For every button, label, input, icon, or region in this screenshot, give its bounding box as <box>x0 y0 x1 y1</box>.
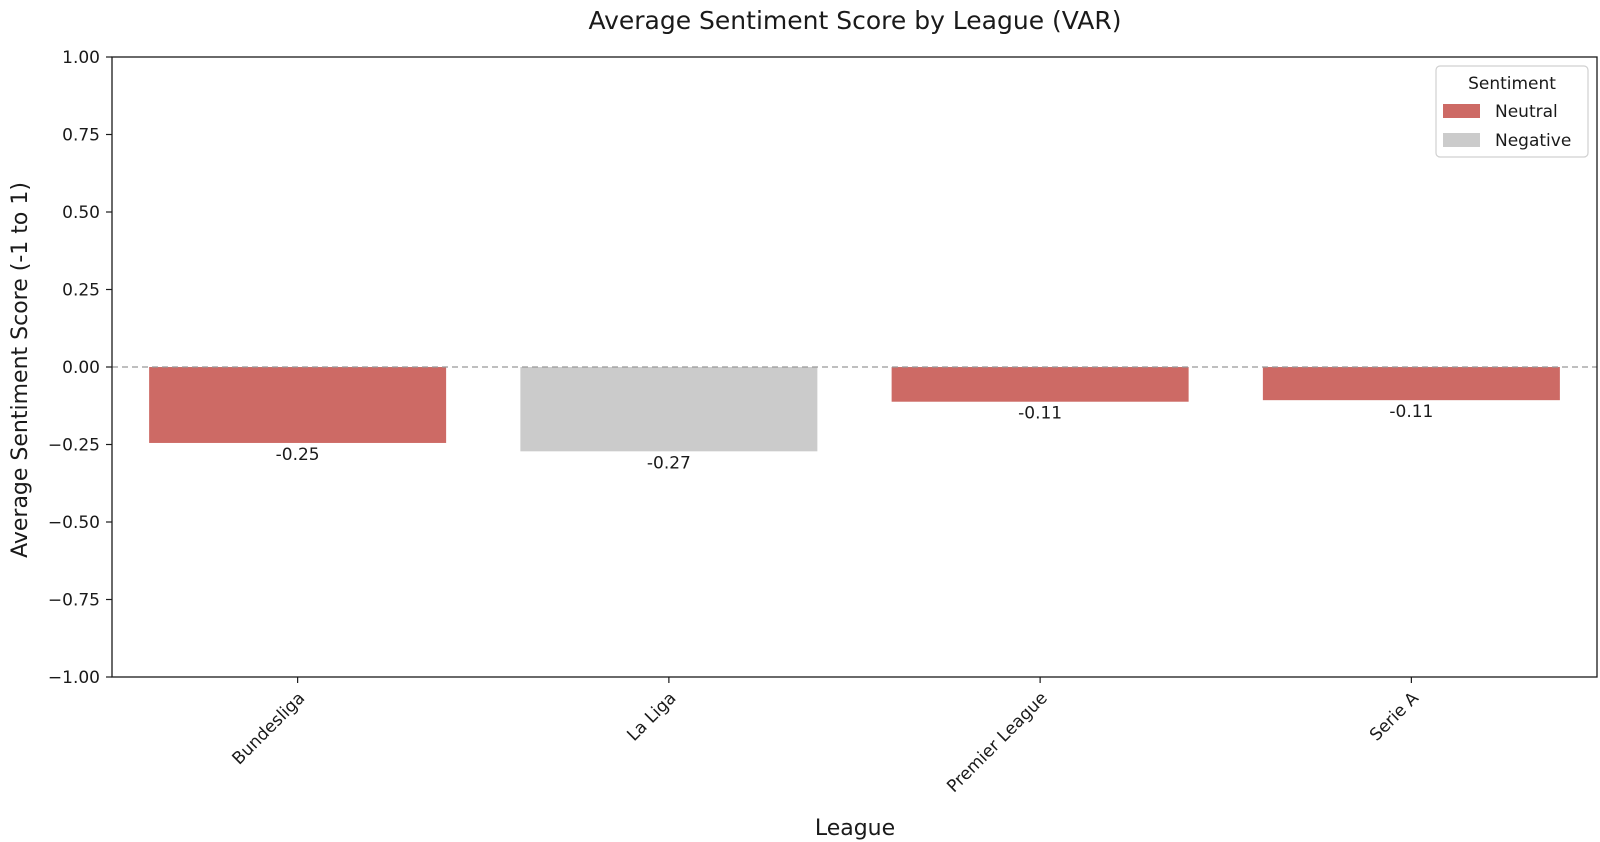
plot-frame <box>111 56 1598 678</box>
bar-value-label: -0.11 <box>1389 402 1433 422</box>
y-tick-label: 0.25 <box>62 281 100 301</box>
legend-title: Sentiment <box>1468 74 1556 94</box>
y-tick-label: 0.75 <box>62 126 100 146</box>
y-tick-label: −0.75 <box>48 591 100 611</box>
y-axis-ticks: 1.00 0.75 0.50 0.25 0.00 −0.25 −0.50 −0.75 −1.00 <box>48 48 112 688</box>
bar-premier-league <box>891 367 1189 402</box>
legend-swatch <box>1443 133 1480 147</box>
y-tick-label: −0.50 <box>48 513 100 533</box>
x-tick-label: La Liga <box>623 688 680 745</box>
x-axis-title: League <box>815 816 895 841</box>
x-tick-label: Serie A <box>1366 688 1423 745</box>
y-tick-label: −0.25 <box>48 436 100 456</box>
y-tick-label: 1.00 <box>62 48 100 68</box>
x-tick-label: Premier League <box>943 688 1051 796</box>
legend-label: Neutral <box>1495 102 1558 122</box>
chart-title: Average Sentiment Score by League (VAR) <box>588 6 1121 35</box>
legend-swatch <box>1443 104 1480 118</box>
y-tick-label: −1.00 <box>48 668 100 688</box>
x-axis-ticks: Bundesliga La Liga Premier League Serie A <box>229 677 1423 797</box>
y-tick-label: 0.50 <box>62 203 100 223</box>
legend-label: Negative <box>1495 131 1571 151</box>
bar-value-label: -0.11 <box>1018 404 1062 424</box>
bar-value-label: -0.25 <box>276 445 320 465</box>
bar-serie-a <box>1262 367 1560 401</box>
bar-value-label: -0.27 <box>647 453 691 473</box>
legend: Sentiment Neutral Negative <box>1435 65 1589 158</box>
x-tick-label: Bundesliga <box>229 688 310 769</box>
bar-bundesliga <box>149 367 447 443</box>
y-axis-title: Average Sentiment Score (-1 to 1) <box>8 182 33 558</box>
bars-group: -0.25 -0.27 -0.11 -0.11 <box>149 367 1560 473</box>
y-tick-label: 0.00 <box>62 358 100 378</box>
bar-la-liga <box>520 367 818 452</box>
